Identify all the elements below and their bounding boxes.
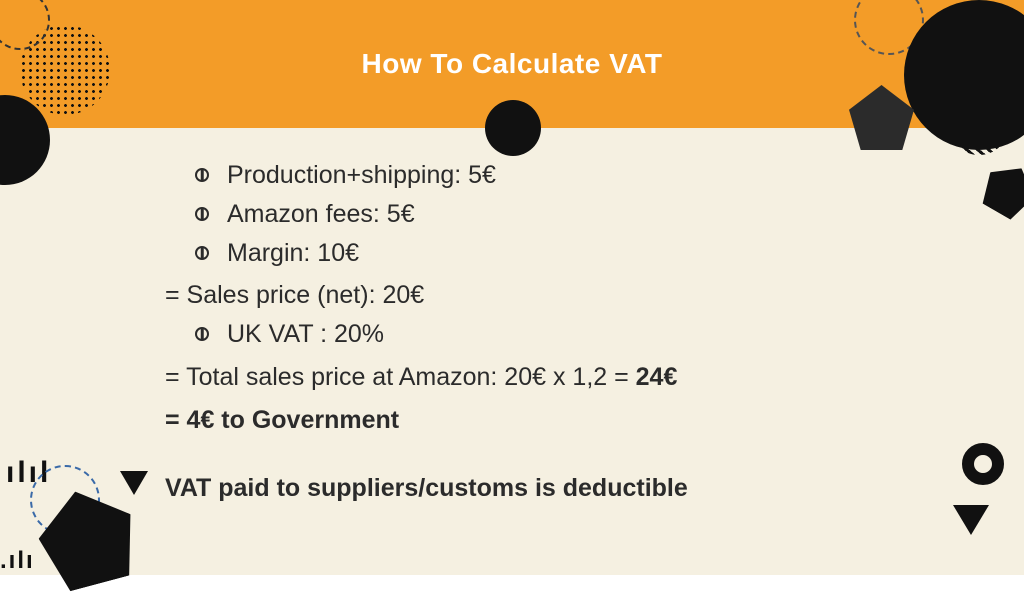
bullet-text: Amazon fees: 5€ xyxy=(227,195,415,234)
bullet-text: Margin: 10€ xyxy=(227,234,359,273)
bullet-line: UK VAT : 20% xyxy=(195,315,934,354)
bullet-text: UK VAT : 20% xyxy=(227,315,384,354)
equation-line-bold: = 4€ to Government xyxy=(165,401,934,440)
circle-decoration xyxy=(485,100,541,156)
bars-decoration: .ılı xyxy=(0,547,35,575)
equation-line: = Total sales price at Amazon: 20€ x 1,2… xyxy=(165,358,934,397)
bullet-icon xyxy=(195,327,209,341)
equation-result: 24€ xyxy=(636,363,678,391)
striped-circle-decoration xyxy=(949,95,1009,155)
ring-decoration xyxy=(962,443,1004,485)
bullet-icon xyxy=(195,207,209,221)
content-area: Production+shipping: 5€ Amazon fees: 5€ … xyxy=(0,128,1024,508)
bullet-line: Production+shipping: 5€ xyxy=(195,156,934,195)
bullet-line: Amazon fees: 5€ xyxy=(195,195,934,234)
bullet-icon xyxy=(195,168,209,182)
equation-prefix: = Total sales price at Amazon: 20€ x 1,2… xyxy=(165,363,636,391)
slide-title: How To Calculate VAT xyxy=(362,48,663,80)
bullet-icon xyxy=(195,246,209,260)
triangle-decoration xyxy=(953,505,989,535)
triangle-decoration xyxy=(120,471,148,495)
bullet-text: Production+shipping: 5€ xyxy=(227,156,496,195)
equation-line: = Sales price (net): 20€ xyxy=(165,276,934,315)
slide: How To Calculate VAT ılıl .ılı Productio… xyxy=(0,0,1024,575)
bullet-line: Margin: 10€ xyxy=(195,234,934,273)
footer-note: VAT paid to suppliers/customs is deducti… xyxy=(165,469,934,508)
spacer xyxy=(165,439,934,469)
